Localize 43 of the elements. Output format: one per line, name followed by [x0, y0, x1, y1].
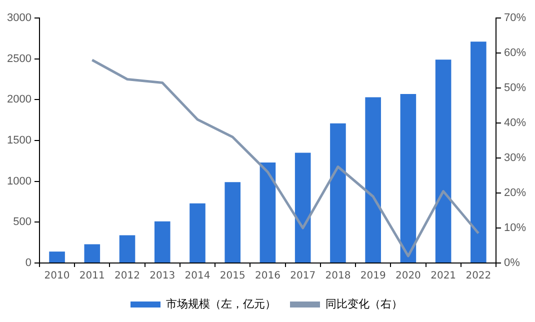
bar	[400, 94, 416, 262]
y2-tick-label: 0%	[504, 257, 520, 270]
bar	[49, 252, 65, 262]
y-tick-label: 2000	[6, 94, 32, 106]
y2-tick-label: 70%	[504, 12, 526, 24]
bar	[470, 42, 486, 262]
y-tick-label: 1000	[6, 175, 32, 188]
bar	[330, 123, 346, 262]
bar	[294, 152, 311, 262]
y-tick-label: 1500	[6, 134, 32, 147]
y2-tick-label: 40%	[504, 117, 526, 130]
y2-tick-label: 20%	[504, 187, 526, 200]
legend-label: 同比变化（右）	[326, 297, 402, 310]
y-tick-label: 2500	[6, 52, 32, 65]
x-tick-label: 2017	[290, 270, 316, 282]
x-tick-label: 2011	[79, 270, 105, 282]
bar	[435, 60, 452, 262]
x-tick-label: 2013	[150, 270, 176, 282]
x-tick-label: 2014	[184, 270, 210, 282]
x-tick-label: 2012	[114, 270, 140, 282]
x-tick-label: 2010	[44, 270, 70, 282]
bar	[190, 203, 206, 262]
x-tick-label: 2022	[466, 270, 492, 282]
x-tick-label: 2020	[395, 270, 421, 282]
y2-tick-label: 60%	[504, 47, 526, 60]
x-tick-label: 2019	[360, 270, 386, 282]
bar	[260, 162, 276, 262]
y-tick-label: 500	[13, 216, 32, 228]
y2-tick-label: 10%	[504, 222, 526, 234]
x-tick-label: 2018	[325, 270, 351, 282]
y-tick-label: 0	[25, 257, 32, 270]
y2-tick-label: 50%	[504, 82, 526, 94]
bar	[224, 182, 241, 262]
bar	[365, 97, 381, 262]
x-tick-label: 2016	[255, 270, 280, 282]
y2-tick-label: 30%	[504, 152, 526, 164]
y-tick-label: 3000	[6, 12, 32, 24]
bar	[84, 244, 100, 262]
x-tick-label: 2015	[220, 270, 246, 282]
legend-label: 市场规模（左，亿元）	[166, 297, 276, 310]
bar	[119, 235, 136, 262]
x-tick-label: 2021	[430, 270, 456, 282]
bar	[154, 221, 170, 262]
